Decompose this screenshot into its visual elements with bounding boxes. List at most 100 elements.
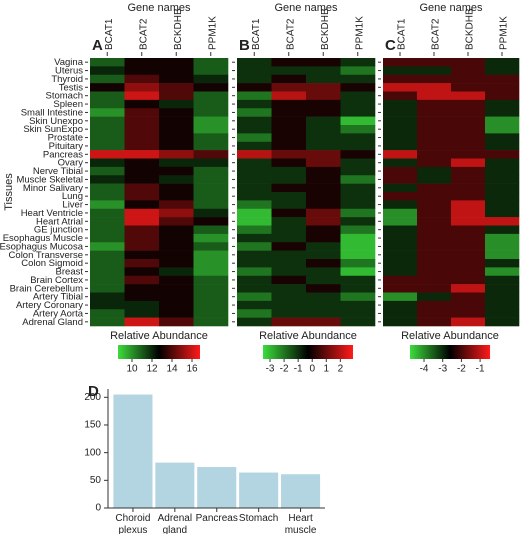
heatmap-cell bbox=[193, 125, 229, 134]
y-axis-title: Tissues bbox=[3, 173, 15, 211]
heatmap-cell bbox=[159, 58, 194, 67]
heatmap-cell bbox=[237, 116, 272, 126]
heatmap-cell bbox=[124, 267, 160, 277]
heatmap-cell bbox=[124, 141, 160, 151]
heatmap-cell bbox=[237, 166, 272, 176]
heatmap-cell bbox=[90, 183, 125, 193]
heatmap-cell bbox=[340, 284, 376, 293]
heatmap-cell bbox=[90, 250, 125, 260]
heatmap-cell bbox=[417, 300, 452, 310]
heatmap-cell bbox=[271, 58, 307, 67]
heatmap-cell bbox=[124, 83, 160, 92]
heatmap-cell bbox=[383, 292, 418, 302]
heatmap-cell bbox=[237, 133, 272, 143]
heatmap-cell bbox=[340, 275, 376, 285]
heatmap-cell bbox=[340, 133, 376, 143]
heatmap-cell bbox=[193, 66, 229, 76]
heatmap-cell bbox=[340, 217, 376, 226]
heatmap-cell bbox=[271, 300, 307, 310]
heatmap-cell bbox=[383, 267, 418, 277]
heatmap-cell bbox=[90, 225, 125, 235]
heatmap-cell bbox=[90, 133, 125, 143]
heatmap-cell bbox=[340, 250, 376, 260]
heatmap-cell bbox=[193, 150, 229, 159]
heatmap-cell bbox=[383, 133, 418, 143]
heatmap-cell bbox=[306, 284, 341, 293]
heatmap-cell bbox=[271, 166, 307, 176]
heatmap-cell bbox=[306, 175, 341, 184]
heatmap-cell bbox=[340, 99, 376, 109]
heatmap-cell bbox=[451, 116, 486, 126]
heatmap-cell bbox=[124, 58, 160, 67]
heatmap-cell bbox=[237, 99, 272, 109]
heatmap-cell bbox=[90, 208, 125, 218]
heatmap-cell bbox=[383, 125, 418, 134]
heatmap-cell bbox=[193, 116, 229, 126]
heatmap-cell bbox=[124, 309, 160, 318]
heatmap-cell bbox=[90, 99, 125, 109]
row-label: Ovary bbox=[58, 158, 84, 169]
heatmap-cell bbox=[237, 183, 272, 193]
heatmap-cell bbox=[451, 74, 486, 84]
heatmap-cell bbox=[193, 208, 229, 218]
heatmap-cell bbox=[90, 275, 125, 285]
heatmap-cell bbox=[124, 317, 160, 327]
y-tick-label: 200 bbox=[84, 392, 101, 403]
row-label: Esophagus Mucosa bbox=[0, 241, 84, 252]
heatmap-cell bbox=[159, 267, 194, 277]
row-label: Prostate bbox=[48, 133, 83, 144]
heatmap-cell bbox=[340, 91, 376, 101]
panel-label: A bbox=[92, 37, 103, 54]
colorbar-tick-label: 2 bbox=[338, 364, 344, 375]
heatmap-cell bbox=[306, 83, 341, 92]
heatmap-cell bbox=[90, 309, 125, 318]
heatmap-cell bbox=[237, 300, 272, 310]
heatmap-cell bbox=[383, 91, 418, 101]
heatmap-cell bbox=[237, 208, 272, 218]
heatmap-cell bbox=[237, 83, 272, 92]
heatmap-cell bbox=[237, 66, 272, 76]
heatmap-cell bbox=[159, 150, 194, 159]
colorbar-tick-label: -3 bbox=[438, 364, 447, 375]
heatmap-cell bbox=[159, 91, 194, 101]
heatmap-cell bbox=[271, 250, 307, 260]
heatmap-cell bbox=[306, 242, 341, 251]
heatmap-cell bbox=[417, 233, 452, 243]
heatmap-cell bbox=[271, 66, 307, 76]
x-tick-label: Stomach bbox=[238, 513, 279, 524]
heatmap-cell bbox=[237, 192, 272, 201]
heatmap-cell bbox=[124, 183, 160, 193]
heatmap-cell bbox=[340, 158, 376, 168]
heatmap-cell bbox=[340, 74, 376, 84]
heatmap-cell bbox=[417, 183, 452, 193]
heatmap-cell bbox=[340, 141, 376, 151]
heatmap-cell bbox=[159, 242, 194, 251]
heatmap-cell bbox=[417, 292, 452, 302]
heatmap-cell bbox=[90, 116, 125, 126]
column-label: PPM1K bbox=[499, 16, 510, 50]
heatmap-cell bbox=[340, 259, 376, 268]
heatmap-cell bbox=[124, 292, 160, 302]
heatmap-cell bbox=[193, 267, 229, 277]
heatmap-cell bbox=[383, 108, 418, 117]
column-label: PPM1K bbox=[207, 16, 218, 50]
heatmap-cell bbox=[271, 125, 307, 134]
heatmap-cell bbox=[193, 250, 229, 260]
heatmap-cell bbox=[159, 292, 194, 302]
heatmap-cell bbox=[306, 275, 341, 285]
heatmap-cell bbox=[90, 91, 125, 101]
heatmap-cell bbox=[383, 175, 418, 184]
heatmap-cell bbox=[485, 275, 520, 285]
heatmap-cell bbox=[90, 259, 125, 268]
y-tick-label: 150 bbox=[84, 420, 101, 431]
heatmap-cell bbox=[306, 141, 341, 151]
heatmap-cell bbox=[383, 99, 418, 109]
bar bbox=[197, 467, 237, 508]
heatmap-cell bbox=[306, 225, 341, 235]
heatmap-cell bbox=[159, 99, 194, 109]
heatmap-cell bbox=[193, 284, 229, 293]
heatmap-cell bbox=[124, 259, 160, 268]
heatmap-cell bbox=[451, 208, 486, 218]
heatmap-cell bbox=[159, 108, 194, 117]
